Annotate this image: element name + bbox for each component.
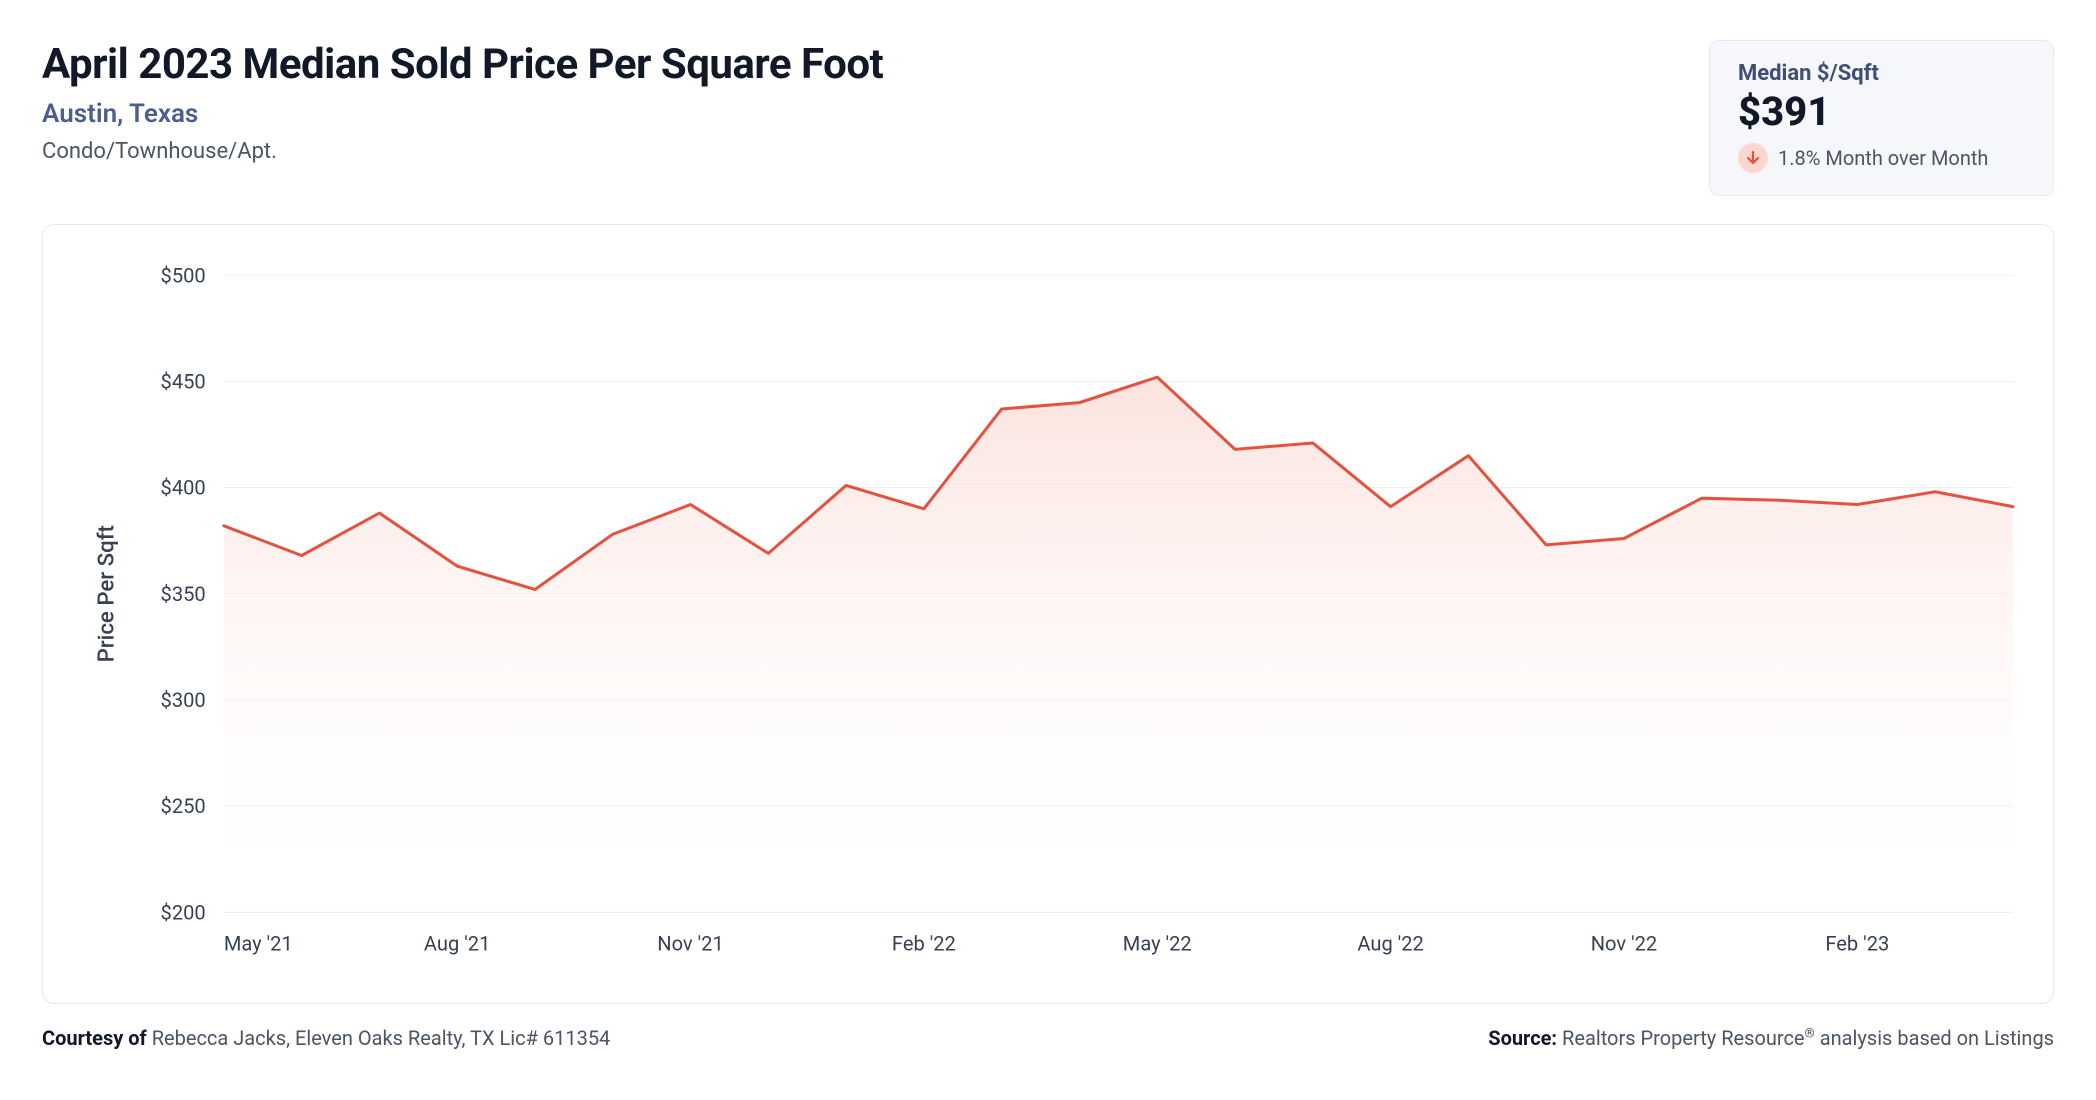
svg-text:Aug '22: Aug '22 — [1357, 932, 1423, 956]
stat-card: Median $/Sqft $391 1.8% Month over Month — [1709, 40, 2054, 196]
courtesy-text: Courtesy of Rebecca Jacks, Eleven Oaks R… — [42, 1026, 610, 1050]
svg-text:$450: $450 — [161, 369, 206, 393]
svg-text:$400: $400 — [161, 476, 206, 500]
svg-text:$200: $200 — [161, 900, 206, 924]
svg-text:Nov '22: Nov '22 — [1591, 932, 1657, 956]
page-root: April 2023 Median Sold Price Per Square … — [0, 0, 2096, 1100]
source-post: analysis based on Listings — [1815, 1026, 2054, 1050]
title-block: April 2023 Median Sold Price Per Square … — [42, 40, 1709, 164]
svg-text:$350: $350 — [161, 582, 206, 606]
footer-row: Courtesy of Rebecca Jacks, Eleven Oaks R… — [42, 1026, 2054, 1050]
svg-text:$500: $500 — [161, 263, 206, 287]
arrow-down-icon — [1738, 143, 1768, 173]
stat-change: 1.8% Month over Month — [1738, 143, 2025, 173]
price-chart: $200 $250 $300 $350 $400 $450 $500 Price Per Sq… — [63, 255, 2033, 983]
courtesy-label: Courtesy of — [42, 1026, 147, 1050]
header-row: April 2023 Median Sold Price Per Square … — [42, 40, 2054, 196]
location-subtitle: Austin, Texas — [42, 99, 1709, 129]
courtesy-value: Rebecca Jacks, Eleven Oaks Realty, TX Li… — [152, 1026, 611, 1050]
svg-text:May '22: May '22 — [1123, 932, 1192, 956]
svg-text:Price Per Sqft: Price Per Sqft — [93, 525, 119, 662]
svg-text:Nov '21: Nov '21 — [657, 932, 723, 956]
svg-text:$250: $250 — [161, 794, 206, 818]
stat-label: Median $/Sqft — [1738, 61, 2025, 86]
source-label: Source: — [1488, 1026, 1557, 1050]
chart-container: $200 $250 $300 $350 $400 $450 $500 Price Per Sq… — [42, 224, 2054, 1004]
svg-text:Aug '21: Aug '21 — [424, 932, 490, 956]
source-pre: Realtors Property Resource — [1562, 1026, 1805, 1050]
svg-text:Feb '23: Feb '23 — [1825, 932, 1889, 956]
svg-text:$300: $300 — [161, 688, 206, 712]
category-label: Condo/Townhouse/Apt. — [42, 139, 1709, 164]
page-title: April 2023 Median Sold Price Per Square … — [42, 40, 1709, 89]
stat-value: $391 — [1738, 88, 2025, 135]
registered-mark: ® — [1805, 1026, 1815, 1041]
svg-text:May '21: May '21 — [224, 932, 293, 956]
svg-text:Feb '22: Feb '22 — [892, 932, 956, 956]
source-text: Source: Realtors Property Resource® anal… — [1488, 1026, 2054, 1050]
stat-change-text: 1.8% Month over Month — [1778, 146, 1988, 170]
